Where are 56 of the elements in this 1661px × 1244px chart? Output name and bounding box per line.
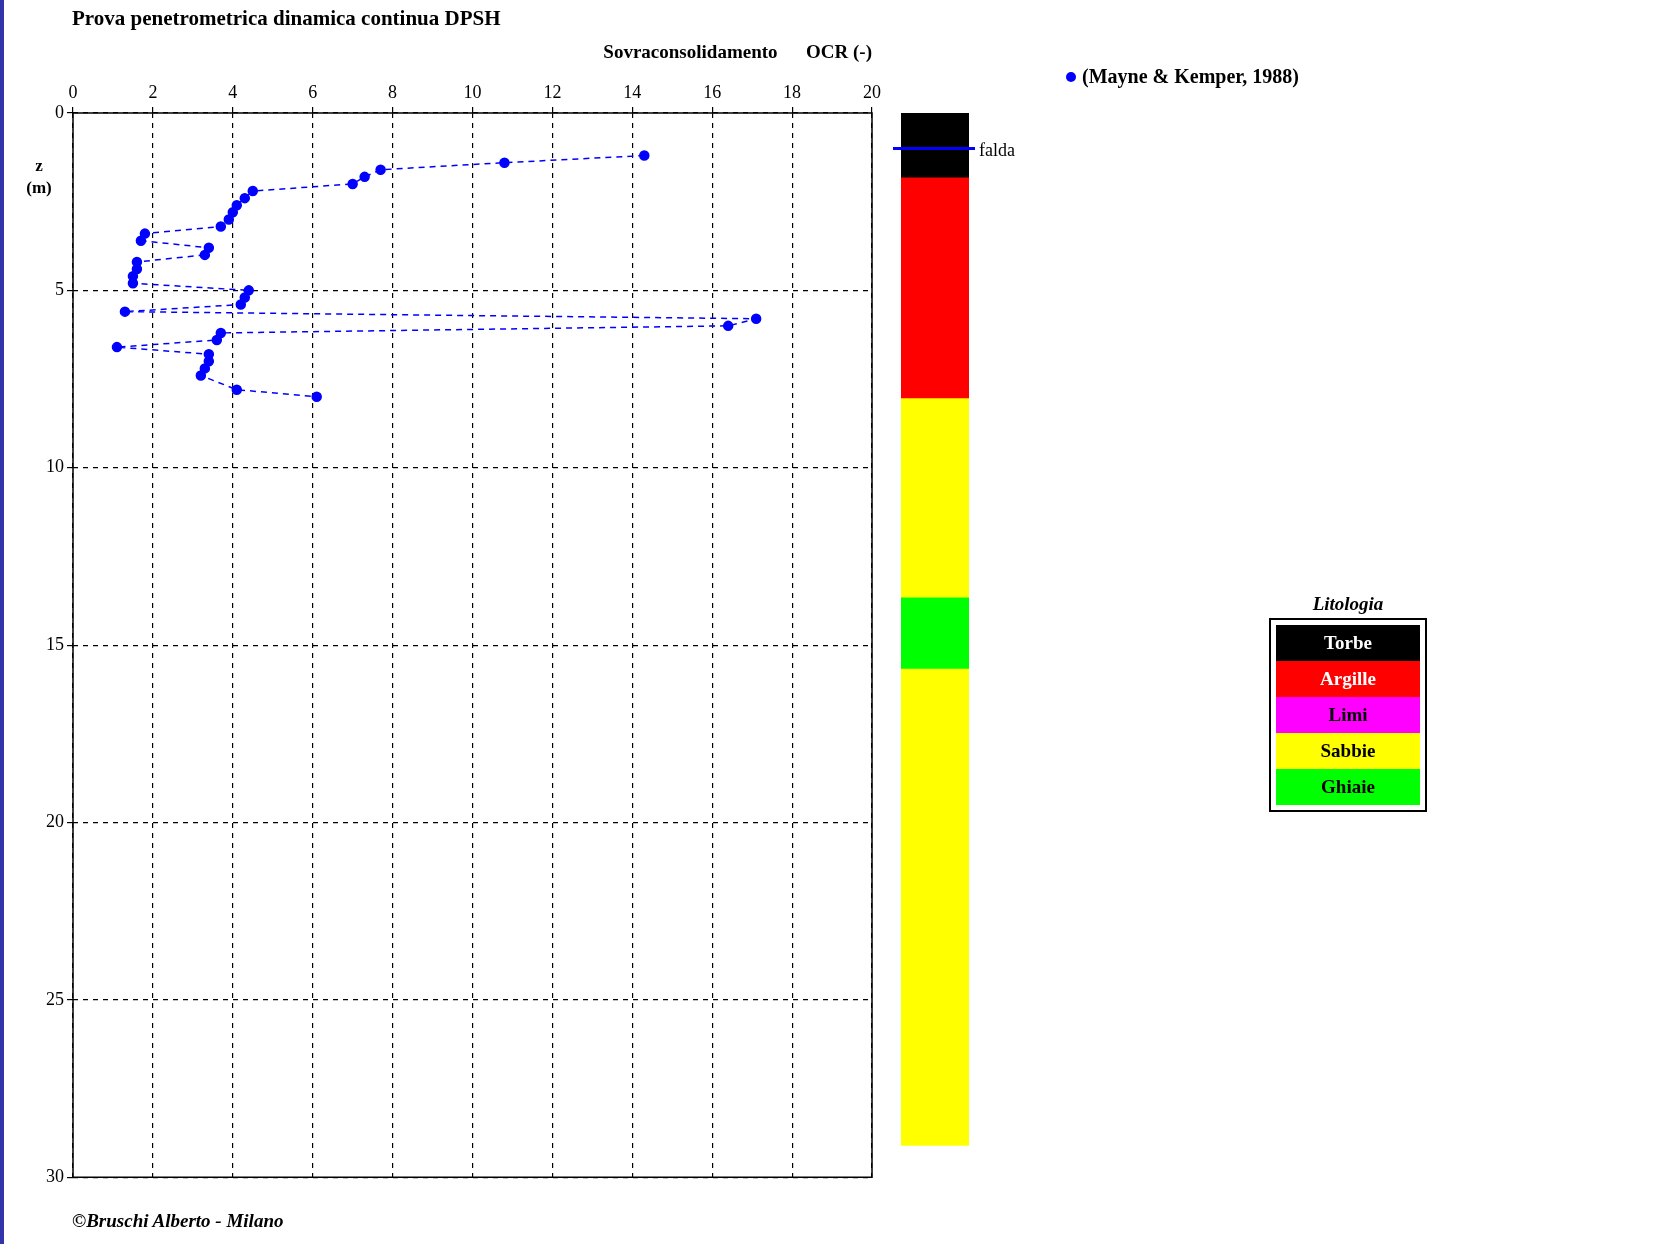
bar [901, 113, 969, 178]
x-tick-label: 14 [623, 81, 642, 102]
chart-title: Prova penetrometrica dinamica continua DPSH [72, 6, 501, 31]
y-axis-title: z (m) [25, 155, 53, 199]
bar [901, 668, 969, 1146]
y-tick-label: 5 [55, 279, 64, 300]
point [750, 313, 762, 324]
point [347, 178, 358, 190]
x-tick-label: 16 [703, 81, 722, 102]
y-tick-label: 20 [46, 811, 64, 832]
point [722, 320, 734, 332]
point [135, 235, 147, 246]
x-tick-label: 8 [388, 81, 398, 102]
legend-title: Litologia [1311, 592, 1384, 614]
y-tick-label: 25 [46, 988, 64, 1009]
legend-label: (Mayne & Kemper, 1988) [1082, 65, 1299, 88]
point [311, 391, 322, 403]
legend-label: Sabbie [1320, 739, 1376, 761]
point [199, 249, 211, 261]
point [211, 334, 223, 346]
ref-line-label: falda [979, 140, 1015, 161]
bar [901, 176, 969, 399]
bar [901, 596, 969, 669]
legend-label: Ghiaie [1321, 775, 1375, 797]
point [247, 185, 259, 197]
point [359, 171, 370, 183]
legend-label: Argille [1320, 667, 1376, 689]
text: ©Bruschi Alberto - Milano [72, 1210, 284, 1232]
point [111, 341, 123, 353]
point [215, 221, 227, 232]
point [223, 214, 235, 225]
x-axis-title: Sovraconsolidamento OCR (-) [603, 41, 872, 64]
x-tick-label: 18 [783, 81, 802, 102]
x-tick-label: 4 [228, 81, 238, 102]
point [231, 384, 243, 395]
x-tick-label: 6 [308, 81, 318, 102]
x-tick-label: 10 [463, 81, 482, 102]
x-tick-label: 2 [148, 81, 158, 102]
y-tick-label: 15 [46, 633, 64, 654]
bar [901, 397, 969, 598]
legend-label: Limi [1328, 703, 1368, 725]
x-tick-label: 0 [68, 81, 78, 102]
x-tick-label: 12 [543, 81, 562, 102]
point [639, 150, 650, 161]
point [499, 157, 510, 168]
point [119, 306, 131, 317]
y-tick-label: 10 [46, 456, 64, 477]
x-tick-label: 20 [863, 81, 881, 102]
point [375, 164, 386, 176]
point [239, 192, 251, 204]
point [195, 370, 207, 381]
point [127, 278, 139, 289]
legend-label: Torbe [1324, 631, 1372, 653]
y-tick-label: 30 [46, 1165, 64, 1186]
point [235, 299, 247, 310]
y-tick-label: 0 [55, 101, 64, 122]
